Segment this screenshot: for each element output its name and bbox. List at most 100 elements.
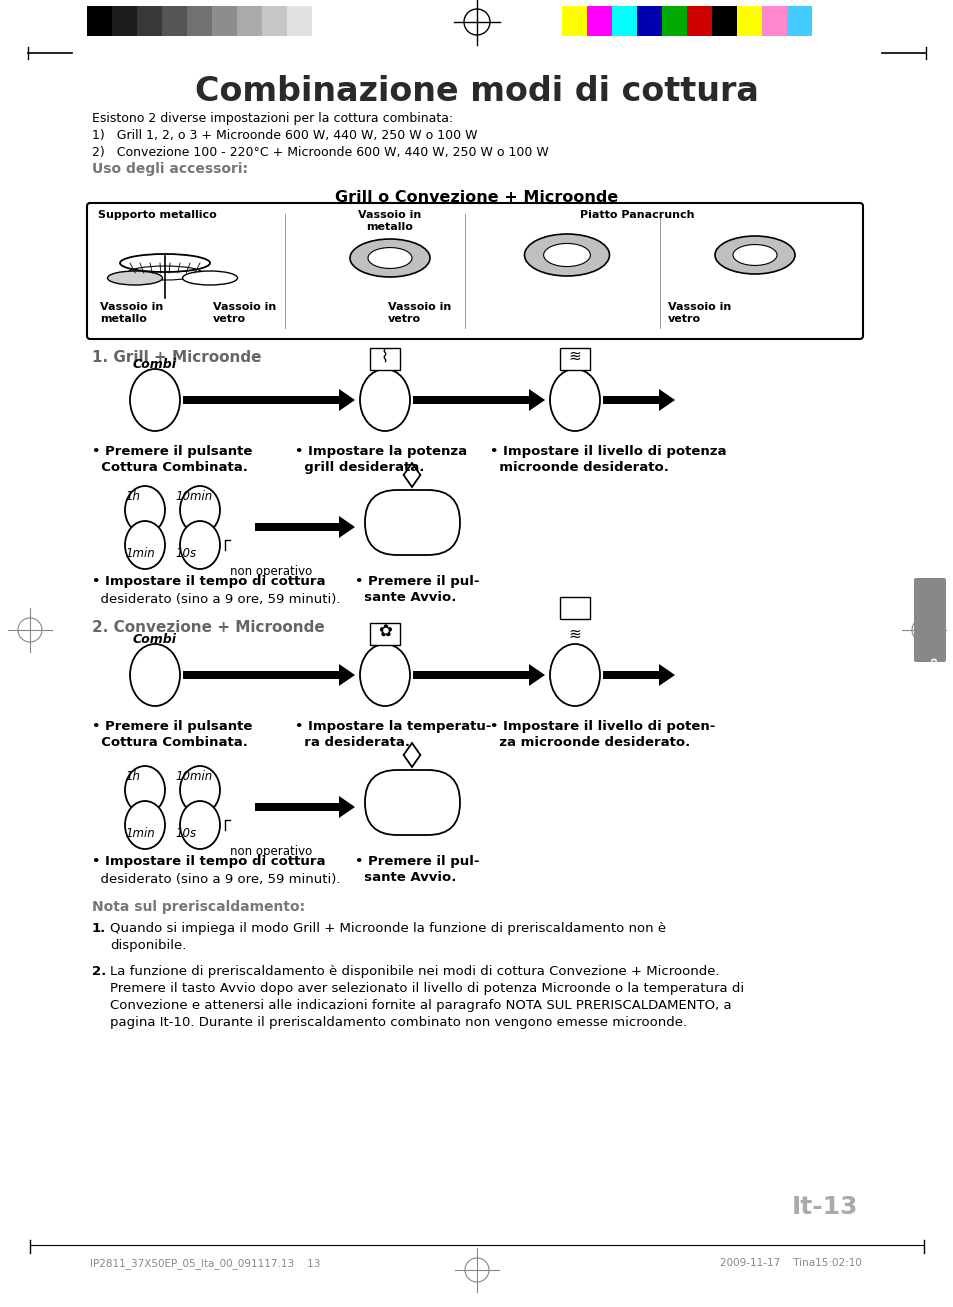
Text: • Impostare il tempo di cottura: • Impostare il tempo di cottura xyxy=(91,855,325,868)
Text: pagina It-10. Durante il preriscaldamento combinato non vengono emesse microonde: pagina It-10. Durante il preriscaldament… xyxy=(110,1016,686,1029)
Text: • Impostare il tempo di cottura: • Impostare il tempo di cottura xyxy=(91,575,325,588)
FancyBboxPatch shape xyxy=(370,348,399,370)
Text: Premere il tasto Avvio dopo aver selezionato il livello di potenza Microonde o l: Premere il tasto Avvio dopo aver selezio… xyxy=(110,982,743,995)
Text: 2. Convezione + Microonde: 2. Convezione + Microonde xyxy=(91,620,324,635)
Text: disponibile.: disponibile. xyxy=(110,938,186,951)
Bar xyxy=(236,7,262,37)
Text: non operativo: non operativo xyxy=(230,565,312,578)
Text: desiderato (sino a 9 ore, 59 minuti).: desiderato (sino a 9 ore, 59 minuti). xyxy=(91,593,340,606)
Ellipse shape xyxy=(125,486,165,535)
Text: Grill o Convezione + Microonde: Grill o Convezione + Microonde xyxy=(335,190,618,205)
Ellipse shape xyxy=(524,234,609,276)
Bar xyxy=(87,7,112,37)
Text: Vassoio in
vetro: Vassoio in vetro xyxy=(213,302,276,324)
Bar xyxy=(761,7,786,37)
Bar xyxy=(737,7,761,37)
Text: • Impostare il livello di potenza
  microonde desiderato.: • Impostare il livello di potenza microo… xyxy=(490,444,726,474)
Ellipse shape xyxy=(359,644,410,706)
Polygon shape xyxy=(403,742,420,767)
Polygon shape xyxy=(602,389,675,410)
Ellipse shape xyxy=(550,644,599,706)
Bar xyxy=(137,7,162,37)
FancyBboxPatch shape xyxy=(365,770,459,835)
Text: desiderato (sino a 9 ore, 59 minuti).: desiderato (sino a 9 ore, 59 minuti). xyxy=(91,873,340,886)
Polygon shape xyxy=(183,664,355,686)
Text: Vassoio in
metallo: Vassoio in metallo xyxy=(358,210,421,233)
Text: ≋: ≋ xyxy=(568,349,580,365)
Text: 1. Grill + Microonde: 1. Grill + Microonde xyxy=(91,350,261,365)
Text: • Premere il pulsante
  Cottura Combinata.: • Premere il pulsante Cottura Combinata. xyxy=(91,444,253,474)
Text: Nota sul preriscaldamento:: Nota sul preriscaldamento: xyxy=(91,901,305,914)
Text: 10s: 10s xyxy=(174,827,196,840)
Bar xyxy=(312,7,336,37)
Ellipse shape xyxy=(125,801,165,850)
Text: • Impostare la potenza
  grill desiderata.: • Impostare la potenza grill desiderata. xyxy=(294,444,467,474)
Text: Combi: Combi xyxy=(132,633,177,646)
Bar xyxy=(262,7,287,37)
Text: Vassoio in
vetro: Vassoio in vetro xyxy=(388,302,451,324)
FancyBboxPatch shape xyxy=(913,578,945,663)
Bar xyxy=(162,7,187,37)
Polygon shape xyxy=(602,664,675,686)
Text: 2.: 2. xyxy=(91,965,106,978)
Polygon shape xyxy=(413,389,544,410)
Bar xyxy=(637,7,661,37)
FancyBboxPatch shape xyxy=(559,597,589,620)
Bar xyxy=(187,7,212,37)
Text: Convezione e attenersi alle indicazioni fornite al paragrafo NOTA SUL PRERISCALD: Convezione e attenersi alle indicazioni … xyxy=(110,999,731,1012)
Bar xyxy=(287,7,312,37)
Ellipse shape xyxy=(180,486,220,535)
Bar xyxy=(586,7,612,37)
Text: Supporto metallico: Supporto metallico xyxy=(98,210,216,220)
Ellipse shape xyxy=(714,237,794,274)
Text: non operativo: non operativo xyxy=(230,846,312,857)
Text: Esistono 2 diverse impostazioni per la cottura combinata:: Esistono 2 diverse impostazioni per la c… xyxy=(91,112,453,125)
Ellipse shape xyxy=(732,244,776,265)
Bar xyxy=(711,7,737,37)
Text: 1h: 1h xyxy=(125,770,140,783)
Text: • Premere il pulsante
  Cottura Combinata.: • Premere il pulsante Cottura Combinata. xyxy=(91,720,253,749)
Polygon shape xyxy=(403,463,420,488)
FancyBboxPatch shape xyxy=(365,490,459,555)
Polygon shape xyxy=(254,516,355,538)
Polygon shape xyxy=(413,664,544,686)
Ellipse shape xyxy=(180,521,220,569)
Bar xyxy=(786,7,811,37)
Bar xyxy=(561,7,586,37)
FancyBboxPatch shape xyxy=(370,623,399,644)
Text: 1min: 1min xyxy=(125,548,154,559)
Text: • Premere il pul-
  sante Avvio.: • Premere il pul- sante Avvio. xyxy=(355,575,479,604)
Text: Combi: Combi xyxy=(132,358,177,371)
Text: Piatto Panacrunch: Piatto Panacrunch xyxy=(579,210,694,220)
Ellipse shape xyxy=(182,271,237,285)
Ellipse shape xyxy=(125,766,165,814)
Ellipse shape xyxy=(359,369,410,431)
FancyBboxPatch shape xyxy=(87,203,862,339)
Text: ⌇: ⌇ xyxy=(380,348,389,366)
Text: IP2811_37X50EP_05_Ita_00_091117.13    13: IP2811_37X50EP_05_Ita_00_091117.13 13 xyxy=(90,1259,320,1269)
Text: La funzione di preriscaldamento è disponibile nei modi di cottura Convezione + M: La funzione di preriscaldamento è dispon… xyxy=(110,965,719,978)
Text: Combinazione modi di cottura: Combinazione modi di cottura xyxy=(194,74,759,108)
Polygon shape xyxy=(183,389,355,410)
Text: 2009-11-17    Tina15:02:10: 2009-11-17 Tina15:02:10 xyxy=(720,1259,862,1268)
Text: 1h: 1h xyxy=(125,490,140,503)
Text: Italiano: Italiano xyxy=(928,656,938,701)
FancyBboxPatch shape xyxy=(559,348,589,370)
Text: Vassoio in
vetro: Vassoio in vetro xyxy=(667,302,731,324)
Bar xyxy=(612,7,637,37)
Ellipse shape xyxy=(130,644,180,706)
Text: 1)   Grill 1, 2, o 3 + Microonde 600 W, 440 W, 250 W o 100 W: 1) Grill 1, 2, o 3 + Microonde 600 W, 44… xyxy=(91,129,477,142)
Ellipse shape xyxy=(180,801,220,850)
Text: Vassoio in
metallo: Vassoio in metallo xyxy=(100,302,163,324)
Ellipse shape xyxy=(180,766,220,814)
Ellipse shape xyxy=(543,243,590,267)
Text: Quando si impiega il modo Grill + Microonde la funzione di preriscaldamento non : Quando si impiega il modo Grill + Microo… xyxy=(110,921,665,935)
Text: It-13: It-13 xyxy=(791,1195,857,1219)
Ellipse shape xyxy=(108,271,162,285)
Ellipse shape xyxy=(125,521,165,569)
Ellipse shape xyxy=(130,369,180,431)
Text: 1.: 1. xyxy=(91,921,106,935)
Text: 10min: 10min xyxy=(174,770,212,783)
Text: • Impostare il livello di poten-
  za microonde desiderato.: • Impostare il livello di poten- za micr… xyxy=(490,720,715,749)
Text: 1min: 1min xyxy=(125,827,154,840)
